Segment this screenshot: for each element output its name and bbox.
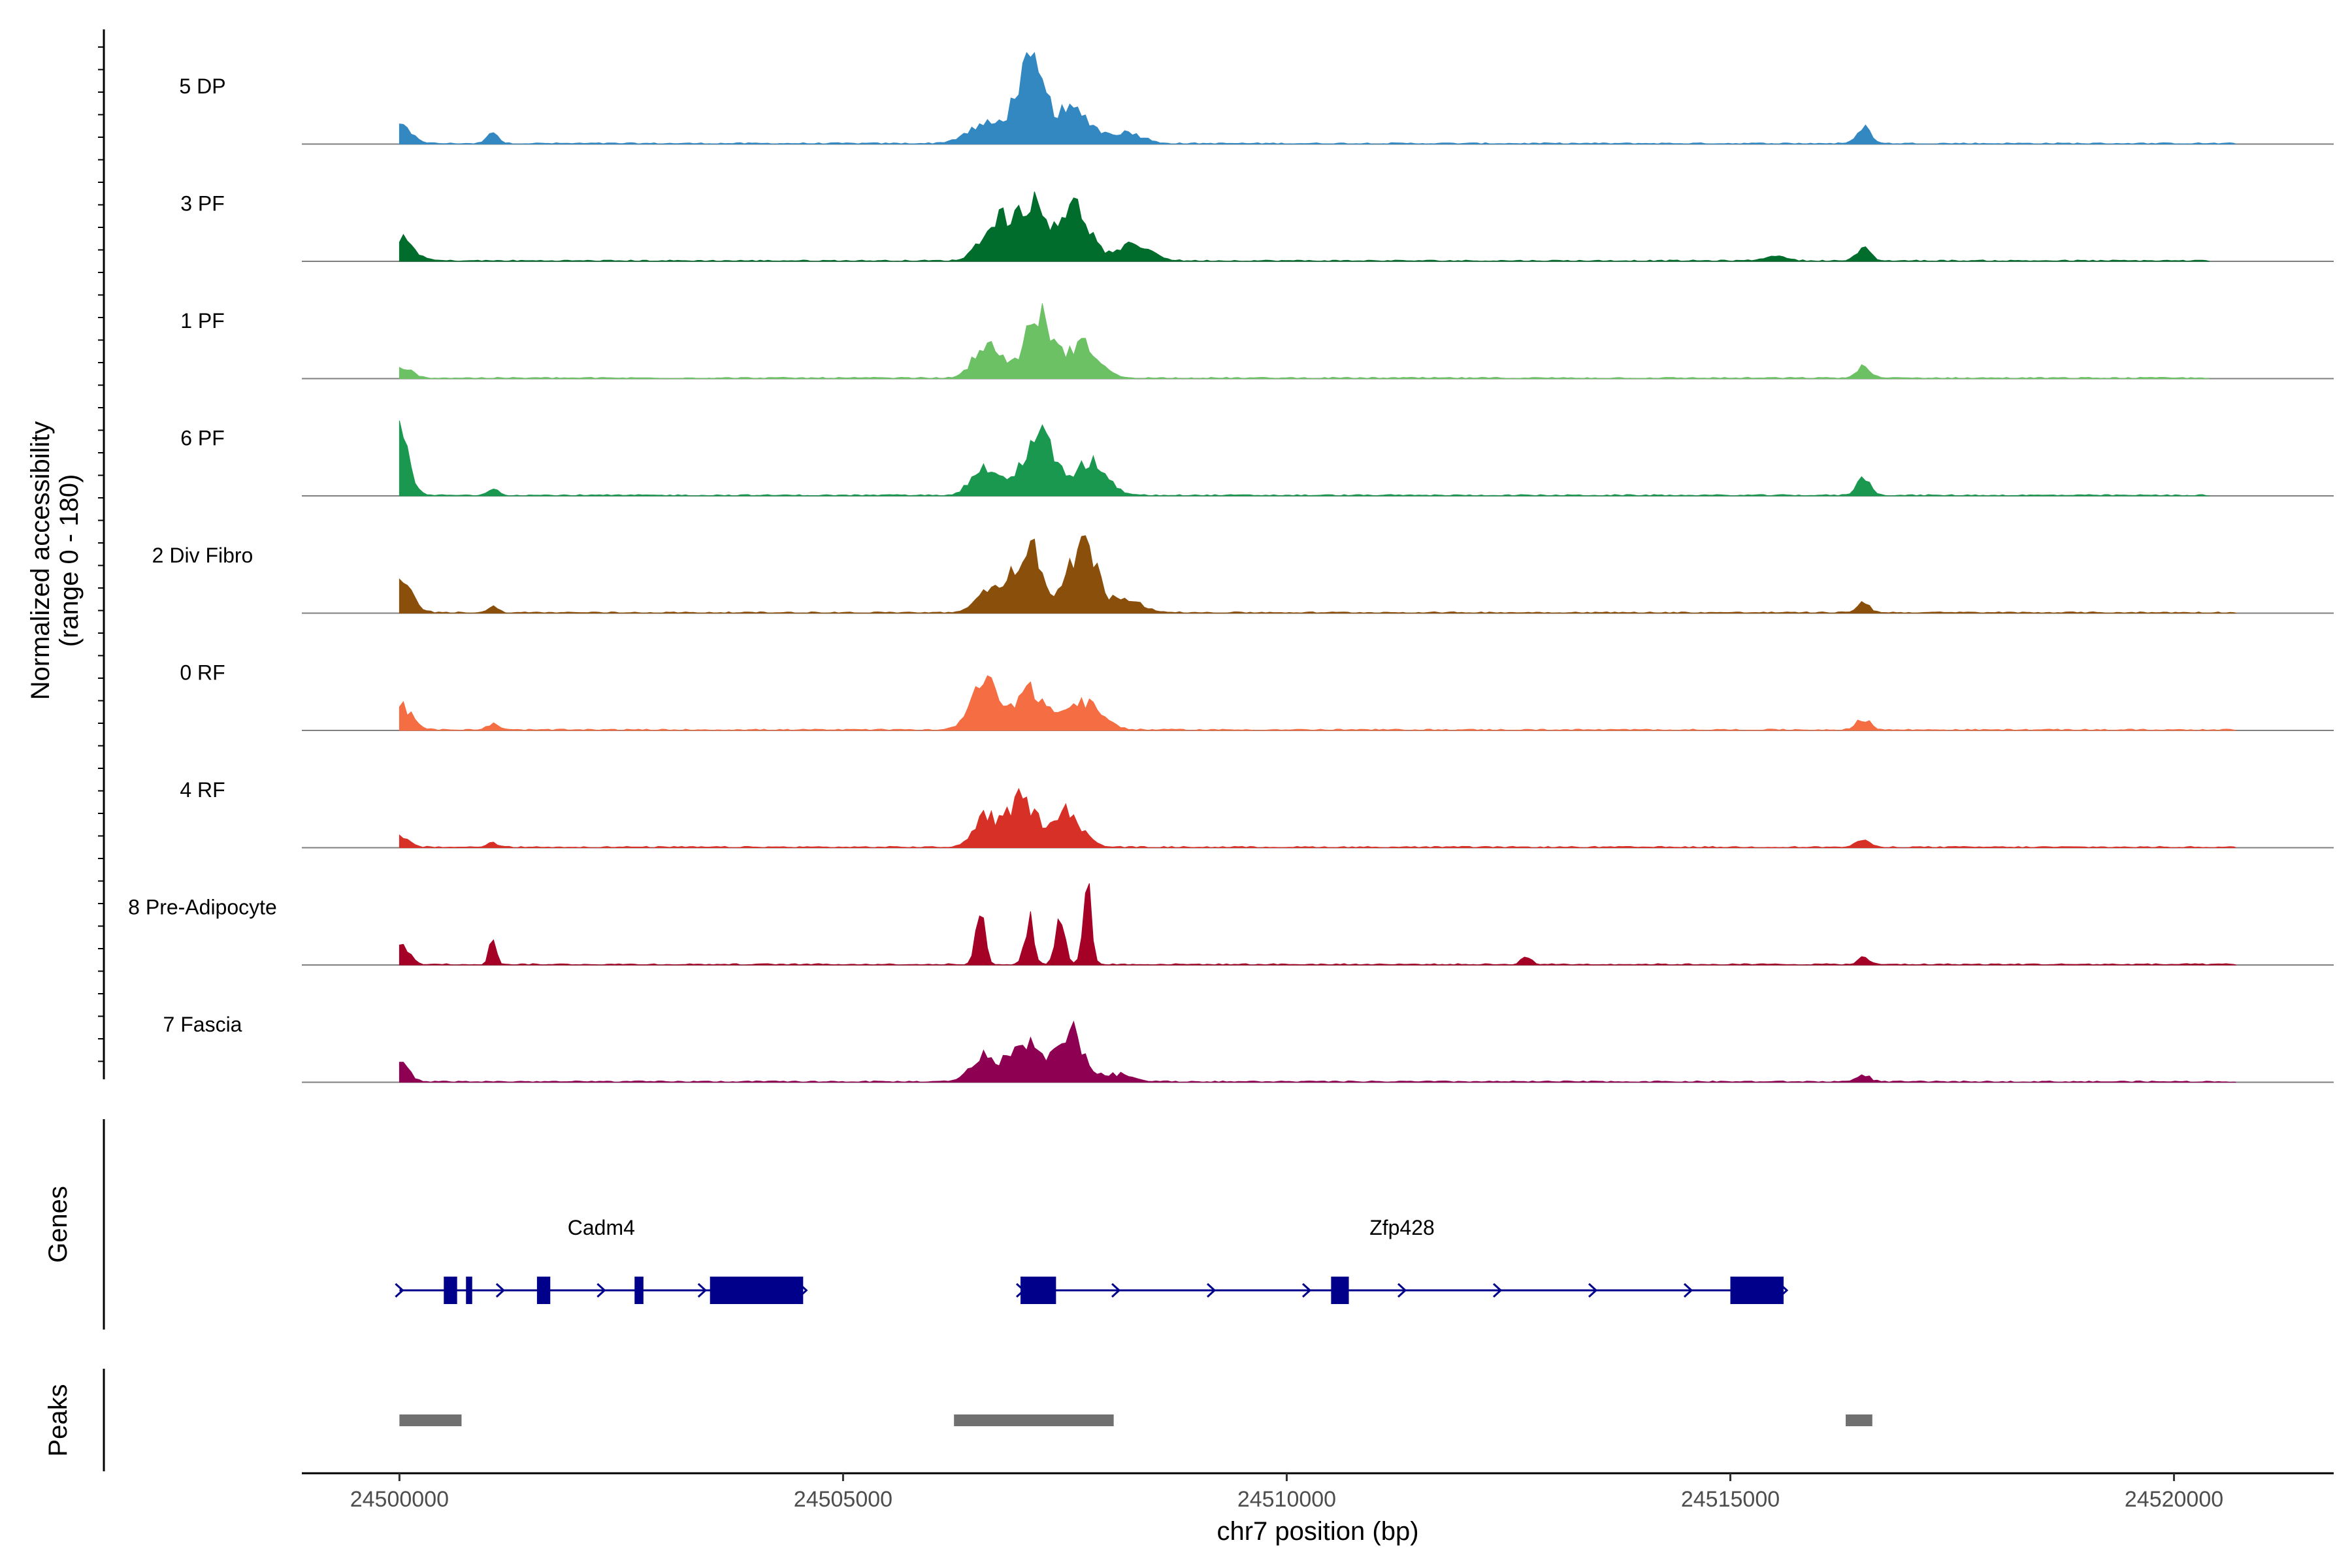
x-axis-title: chr7 position (bp): [1217, 1517, 1418, 1546]
strand-arrow: [1111, 1282, 1121, 1298]
coverage-track-8-pre-adipocyte: 8 Pre-Adipocyte: [128, 883, 2334, 966]
strand-arrow: [1302, 1282, 1312, 1298]
strand-arrow: [1397, 1282, 1407, 1298]
track-label: 6 PF: [180, 427, 225, 450]
coverage-area: [399, 883, 2236, 966]
exon: [634, 1277, 644, 1304]
exon: [1730, 1277, 1784, 1304]
strand-arrow: [1683, 1282, 1693, 1298]
coverage-area: [399, 787, 2236, 849]
coverage-track-5-dp: 5 DP: [179, 52, 2334, 145]
coverage-area: [399, 1021, 2236, 1083]
track-label: 0 RF: [180, 661, 225, 685]
gene-zfp428: Zfp428: [1016, 1216, 1789, 1304]
ylabel-line2: (range 0 - 180): [55, 474, 84, 647]
coverage-track-0-rf: 0 RF: [180, 661, 2334, 731]
track-label: 3 PF: [180, 192, 225, 216]
coverage-y-axis-ticks: [98, 46, 104, 1062]
strand-arrow: [1493, 1282, 1503, 1298]
x-tick-label: 24515000: [1681, 1487, 1780, 1512]
coverage-area: [399, 420, 2210, 497]
x-tick-label: 24505000: [794, 1487, 892, 1512]
gene-label: Cadm4: [568, 1216, 635, 1239]
track-label: 1 PF: [180, 309, 225, 333]
coverage-track-3-pf: 3 PF: [180, 191, 2334, 262]
coverage-track-1-pf: 1 PF: [180, 303, 2334, 380]
x-tick-label: 24510000: [1237, 1487, 1336, 1512]
coverage-track-2-div-fibro: 2 Div Fibro: [152, 535, 2334, 614]
ylabel-line1: Normalized accessibility: [26, 421, 55, 700]
coverage-area: [399, 52, 2236, 145]
strand-arrow: [596, 1282, 606, 1298]
strand-arrow: [1207, 1282, 1217, 1298]
coverage-area: [399, 535, 2236, 614]
coverage-track-4-rf: 4 RF: [180, 778, 2334, 849]
exon: [466, 1277, 472, 1304]
coverage-area: [399, 191, 2210, 262]
track-label: 7 Fascia: [163, 1013, 242, 1036]
coverage-track-7-fascia: 7 Fascia: [163, 1013, 2334, 1083]
x-tick-label: 24520000: [2125, 1487, 2223, 1512]
track-label: 8 Pre-Adipocyte: [128, 896, 277, 919]
x-tick-label: 24500000: [350, 1487, 449, 1512]
peak-region: [399, 1414, 462, 1426]
track-label: 5 DP: [179, 74, 225, 98]
exon: [536, 1277, 551, 1304]
track-label: 2 Div Fibro: [152, 544, 253, 567]
track-label: 4 RF: [180, 778, 225, 802]
peak-region: [954, 1414, 1114, 1426]
gene-label: Zfp428: [1369, 1216, 1435, 1239]
peak-region: [1846, 1414, 1872, 1426]
coverage-area: [399, 675, 2236, 731]
gene-cadm4: Cadm4: [395, 1216, 808, 1304]
exon: [1021, 1277, 1056, 1304]
peak-regions: [399, 1414, 1872, 1426]
gene-models: Cadm4 Zfp428: [395, 1216, 1789, 1304]
coverage-track-6-pf: 6 PF: [180, 420, 2334, 497]
strand-arrow: [1588, 1282, 1598, 1298]
exon: [1331, 1277, 1349, 1304]
x-axis-ticks: 24500000 24505000 24510000 24515000 24520000: [350, 1473, 2223, 1512]
coverage-y-axis-title: Normalized accessibility (range 0 - 180): [26, 421, 84, 700]
peaks-track-title: Peaks: [44, 1384, 73, 1456]
exon: [444, 1277, 457, 1304]
coverage-area: [399, 303, 2210, 380]
genes-track-title: Genes: [44, 1186, 73, 1263]
strand-arrow: [495, 1282, 506, 1298]
exon: [710, 1277, 804, 1304]
strand-arrow: [697, 1282, 708, 1298]
coverage-tracks: 5 DP 3 PF 1 PF 6 PF 2 Div Fibro 0 RF 4 RF 8 Pre…: [128, 52, 2334, 1083]
strand-arrow: [395, 1282, 404, 1298]
